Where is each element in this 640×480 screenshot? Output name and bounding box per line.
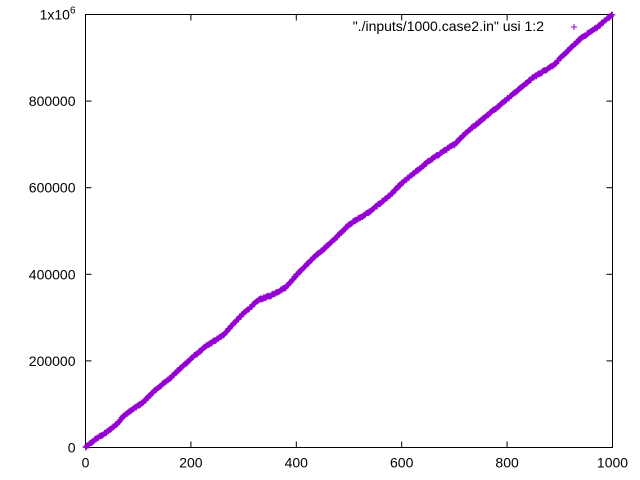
y-tick-label: 200000 [29, 353, 76, 369]
y-tick-label-mantissa: 1x10 [40, 7, 71, 23]
x-tick-label: 800 [495, 455, 519, 471]
x-tick-label: 200 [179, 455, 203, 471]
x-tick-label: 400 [285, 455, 309, 471]
y-tick-label: 1x106 [40, 6, 76, 23]
plot-frame [85, 14, 613, 448]
x-tick-label: 1000 [597, 455, 628, 471]
y-tick-label-exponent: 6 [70, 6, 76, 17]
axis-tick-labels: 0 200 400 600 800 1000 0 200000 400000 600000 8000… [29, 6, 628, 471]
y-tick-label: 600000 [29, 180, 76, 196]
legend-label: "./inputs/1000.case2.in" usi 1:2 [353, 18, 544, 34]
data-point-marker [609, 12, 616, 19]
legend-marker-icon [571, 24, 577, 30]
legend-plus-icon [571, 24, 577, 30]
data-points [82, 11, 616, 451]
x-tick-label: 600 [390, 455, 414, 471]
y-tick-label: 400000 [29, 266, 76, 282]
y-tick-label: 800000 [29, 93, 76, 109]
legend: "./inputs/1000.case2.in" usi 1:2 [353, 18, 577, 34]
y-tick-label: 0 [68, 440, 76, 456]
x-tick-label: 0 [82, 455, 90, 471]
